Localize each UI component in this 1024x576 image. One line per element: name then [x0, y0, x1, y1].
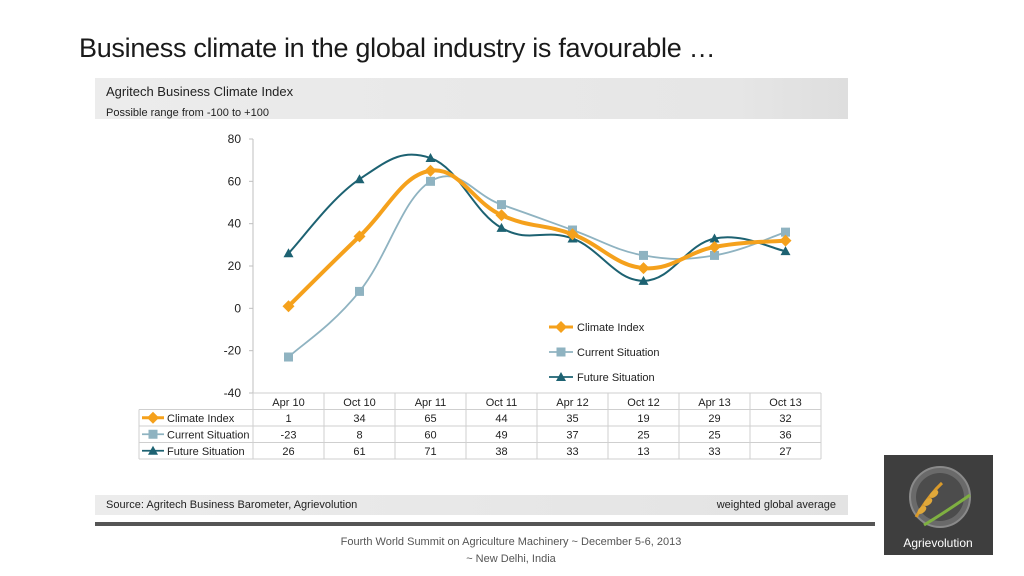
climate-index-line: [286, 168, 788, 309]
climate-index-point: [779, 234, 792, 247]
current-situation-point: [284, 352, 293, 362]
source-note: Source: Agritech Business Barometer, Agr…: [106, 499, 358, 511]
climate-index-point: [282, 300, 295, 313]
table-cell: 49: [495, 429, 507, 441]
table-cell: 26: [282, 446, 294, 458]
table-cell: 65: [424, 413, 436, 425]
y-tick-label: 20: [228, 259, 242, 273]
table-cell: 8: [356, 429, 362, 441]
table-cell: 36: [779, 429, 791, 441]
table-cell: 37: [566, 429, 578, 441]
table-cell: 25: [708, 429, 720, 441]
range-note: Possible range from -100 to +100: [106, 107, 269, 119]
table-cell: 1: [285, 413, 291, 425]
table-row-label: Future Situation: [167, 446, 245, 458]
y-tick-label: -20: [224, 344, 242, 358]
x-category-label: Apr 12: [556, 397, 588, 409]
conference-footer: Fourth World Summit on Agriculture Machi…: [340, 536, 682, 565]
future-situation-point: [496, 222, 507, 232]
y-tick-label: 80: [228, 132, 242, 146]
table-cell: -23: [281, 429, 297, 441]
x-category-label: Apr 10: [272, 397, 304, 409]
table-key-marker-climate-index: [147, 411, 159, 424]
climate-index-point: [708, 240, 721, 253]
current-situation-point: [355, 286, 364, 296]
table-cell: 29: [708, 413, 720, 425]
x-category-label: Oct 12: [627, 397, 659, 409]
current-situation-point: [710, 250, 719, 260]
logo-wordmark: Agrievolution: [903, 536, 972, 550]
divider-rule: [95, 522, 875, 526]
y-tick-label: 40: [228, 217, 242, 231]
logo-icon: Agrievolution: [903, 466, 973, 550]
legend-label-climate-index: Climate Index: [577, 322, 645, 334]
table-cell: 35: [566, 413, 578, 425]
y-tick-label: -40: [224, 386, 242, 400]
table-key-marker-future-situation: [148, 445, 158, 455]
agrievolution-logo: Agrievolution: [884, 455, 993, 555]
climate-index-point: [353, 230, 366, 243]
legend-marker-current-situation: [556, 347, 566, 357]
chart-subtitle: Agritech Business Climate Index: [106, 84, 294, 99]
future-situation-point: [638, 275, 649, 285]
climate-index-point: [566, 228, 579, 241]
table-cell: 38: [495, 446, 507, 458]
current-situation-line: [287, 175, 787, 358]
table-key-marker-current-situation: [148, 429, 158, 439]
y-tick-label: 0: [234, 301, 241, 315]
x-category-label: Apr 11: [415, 397, 447, 409]
legend-label-current-situation: Current Situation: [577, 347, 660, 359]
climate-index-point: [424, 164, 437, 177]
x-category-label: Apr 13: [698, 397, 730, 409]
current-situation-point: [639, 250, 648, 260]
chart-header-band: [95, 78, 848, 119]
table-cell: 27: [779, 446, 791, 458]
table-cell: 13: [637, 446, 649, 458]
table-cell: 34: [353, 413, 365, 425]
table-cell: 44: [495, 413, 507, 425]
table-cell: 61: [353, 446, 365, 458]
table-row-label: Climate Index: [167, 413, 235, 425]
climate-index-point: [495, 209, 508, 222]
x-category-label: Oct 13: [769, 397, 801, 409]
table-cell: 33: [566, 446, 578, 458]
source-band: [95, 495, 848, 515]
y-tick-label: 60: [228, 174, 242, 188]
future-situation-point: [283, 248, 294, 258]
x-category-label: Oct 11: [486, 397, 518, 409]
current-situation-point: [497, 200, 506, 210]
table-row-label: Current Situation: [167, 429, 250, 441]
table-cell: 33: [708, 446, 720, 458]
legend-marker-climate-index: [555, 321, 567, 333]
climate-index-point: [637, 262, 650, 275]
slide-title: Business climate in the global industry …: [79, 33, 716, 63]
current-situation-point: [426, 176, 435, 186]
table-cell: 32: [779, 413, 791, 425]
legend-marker-future-situation: [556, 372, 566, 381]
current-situation-point: [781, 227, 790, 237]
table-cell: 60: [424, 429, 436, 441]
table-cell: 19: [637, 413, 649, 425]
future-situation-point: [354, 174, 365, 184]
weight-note: weighted global average: [716, 499, 836, 511]
x-category-label: Oct 10: [343, 397, 375, 409]
table-cell: 71: [424, 446, 436, 458]
table-cell: 25: [637, 429, 649, 441]
legend-label-future-situation: Future Situation: [577, 372, 655, 384]
future-situation-point: [425, 153, 436, 163]
future-situation-point: [709, 233, 720, 243]
future-situation-point: [780, 246, 791, 256]
